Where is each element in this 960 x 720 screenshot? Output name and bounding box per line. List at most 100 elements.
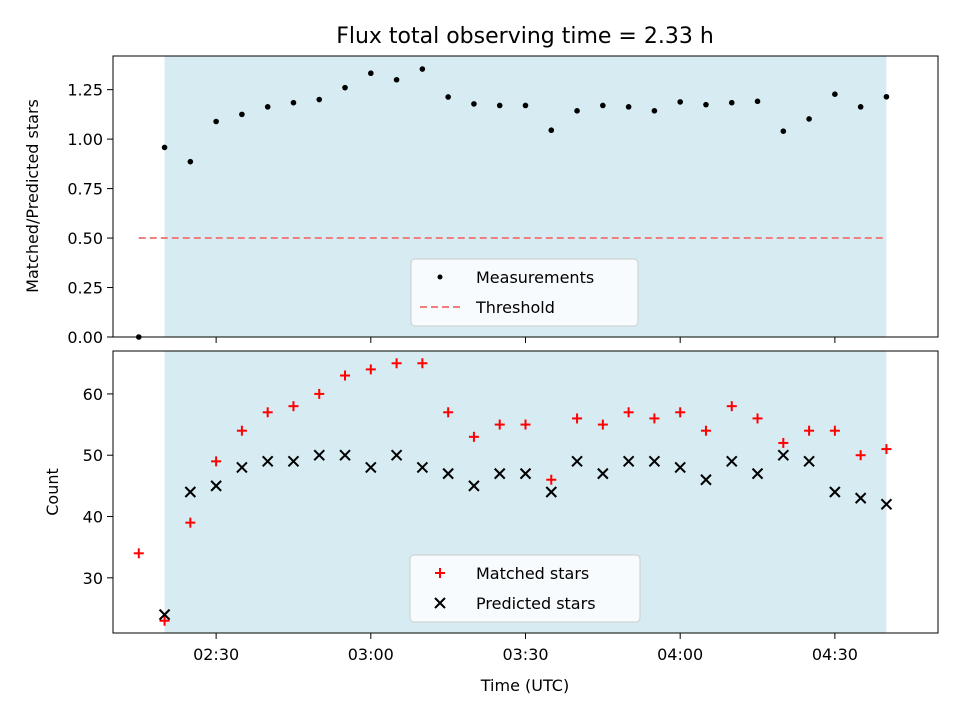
matched-stars-point	[649, 413, 660, 424]
measurements-point	[832, 91, 838, 97]
top-x-ticks	[215, 337, 836, 343]
predicted-stars-point	[365, 461, 377, 474]
bottom-marks	[133, 358, 893, 626]
top-y-tick-label: 0.50	[67, 229, 103, 248]
predicted-stars-point	[545, 486, 557, 498]
predicted-stars-point	[571, 455, 583, 468]
measurements-point	[496, 102, 503, 109]
legend-marker-measurements	[437, 274, 443, 280]
bottom-y-tick-label: 30	[83, 569, 103, 588]
measurements-point	[522, 102, 529, 109]
bottom-x-ticks: 02:30 03:00 03:30 04:00 04:30	[193, 633, 858, 664]
measurements-point	[213, 118, 219, 125]
matched-stars-point	[520, 419, 531, 430]
predicted-stars-point	[416, 461, 429, 474]
measurements-point	[703, 101, 709, 108]
predicted-stars-point	[339, 449, 351, 461]
measurements-point	[342, 84, 348, 91]
measurements-point	[419, 66, 426, 72]
predicted-stars-point	[597, 467, 609, 480]
top-y-tick-label: 0.25	[67, 279, 103, 298]
top-y-tick-label: 0.00	[67, 328, 103, 347]
matched-stars-point	[752, 413, 763, 424]
predicted-stars-point	[210, 480, 222, 492]
legend-label-matched-stars: Matched stars	[476, 564, 589, 583]
measurements-point	[187, 158, 194, 165]
bottom-panel: 30 40 50 60 02:30 03:00 03:30 04:00 04:30 Count…	[43, 350, 939, 695]
bottom-y-tick-label: 60	[83, 385, 103, 404]
top-legend: Measurements Threshold	[410, 258, 639, 327]
measurements-point	[161, 144, 168, 151]
predicted-stars-point	[184, 486, 197, 498]
predicted-stars-point	[468, 480, 480, 492]
matched-stars-point	[855, 450, 866, 461]
predicted-stars-point	[236, 461, 248, 474]
measurements-point	[857, 104, 864, 110]
top-y-tick-label: 1.00	[67, 130, 103, 149]
predicted-stars-point	[287, 455, 300, 468]
measurements-point	[368, 70, 374, 77]
bottom-x-tick-label: 04:30	[812, 645, 858, 664]
top-panel: Flux total observing time = 2.33 h 0.00 0…	[23, 24, 939, 347]
top-marks	[135, 66, 890, 340]
bottom-y-ticks: 30 40 50 60	[83, 385, 113, 588]
legend-label-predicted-stars: Predicted stars	[476, 594, 596, 613]
predicted-stars-point	[880, 498, 893, 510]
matched-stars-point	[778, 437, 789, 448]
measurements-point	[471, 101, 477, 107]
chart-title: Flux total observing time = 2.33 h	[336, 24, 714, 49]
predicted-stars-point	[622, 455, 635, 468]
predicted-stars-point	[390, 449, 403, 461]
matched-stars-point	[494, 419, 505, 430]
bottom-x-tick-label: 03:00	[348, 645, 394, 664]
top-axes-frame	[112, 55, 939, 338]
measurements-point	[264, 104, 271, 110]
matched-stars-point	[726, 401, 737, 412]
predicted-stars-point	[829, 486, 841, 498]
measurements-point	[677, 99, 683, 105]
legend-marker-predicted-stars	[434, 597, 446, 609]
top-y-ticks: 0.00 0.25 0.50 0.75 1.00 1.25	[67, 81, 113, 347]
predicted-stars-point	[261, 455, 274, 468]
bottom-y-tick-label: 50	[83, 446, 103, 465]
predicted-stars-point	[442, 467, 454, 480]
matched-stars-point	[236, 425, 247, 436]
measurements-point	[780, 128, 787, 134]
predicted-stars-point	[158, 608, 171, 621]
matched-stars-point	[391, 358, 402, 369]
bottom-x-tick-label: 03:30	[502, 645, 548, 664]
measurements-point	[548, 127, 555, 134]
measurements-point	[290, 99, 297, 106]
measurements-point	[316, 96, 323, 103]
matched-stars-point	[340, 370, 351, 381]
matched-stars-point	[133, 548, 144, 559]
bottom-x-tick-label: 04:00	[657, 645, 703, 664]
predicted-stars-point	[726, 455, 738, 468]
measurements-point	[393, 76, 400, 83]
top-y-label: Matched/Predicted stars	[23, 99, 42, 293]
matched-stars-point	[804, 425, 815, 436]
measurements-point	[883, 93, 890, 100]
matched-stars-point	[314, 388, 325, 399]
matched-stars-point	[288, 401, 299, 412]
measurements-point	[754, 98, 761, 105]
bottom-y-label: Count	[43, 468, 62, 516]
matched-stars-point	[417, 358, 428, 369]
x-axis-label: Time (UTC)	[480, 676, 569, 695]
measurements-point	[239, 111, 245, 118]
bottom-axes-frame	[112, 350, 939, 634]
matched-stars-point	[623, 407, 634, 418]
matched-stars-point	[185, 517, 196, 528]
bottom-y-tick-label: 40	[83, 508, 103, 527]
legend-marker-matched-stars	[435, 568, 445, 578]
matched-stars-point	[572, 413, 583, 424]
predicted-stars-point	[700, 474, 712, 486]
predicted-stars-point	[777, 449, 790, 461]
matched-stars-point	[597, 419, 608, 430]
matched-stars-point	[211, 456, 222, 467]
predicted-stars-point	[648, 455, 661, 468]
matched-stars-point	[365, 364, 376, 375]
matched-stars-point	[262, 407, 273, 418]
bottom-legend-box	[409, 554, 641, 623]
